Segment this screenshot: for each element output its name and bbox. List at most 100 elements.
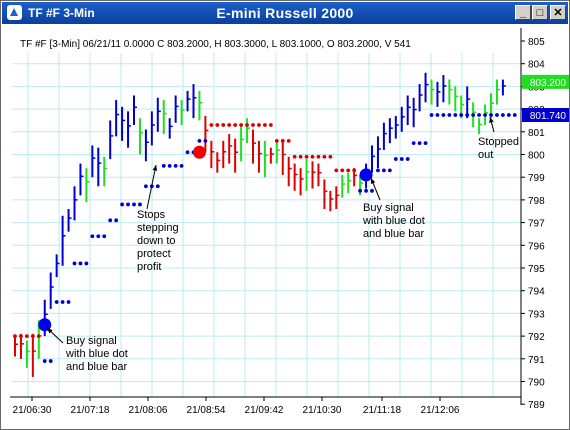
stop-dot <box>197 138 202 143</box>
stop-dot <box>215 123 220 127</box>
stop-dot <box>346 168 351 173</box>
stop-dot <box>435 113 440 117</box>
stop-dot <box>465 113 470 117</box>
y-tick-label: 793 <box>528 309 545 320</box>
trailing-stop-dots <box>13 113 517 363</box>
stop-dot <box>304 154 309 159</box>
y-tick-label: 795 <box>528 264 545 275</box>
stop-dot <box>155 184 160 189</box>
y-tick-label: 794 <box>528 287 545 298</box>
stop-dot <box>257 123 261 127</box>
stop-dot <box>72 261 77 266</box>
stop-dot <box>364 188 368 193</box>
stop-price-tag-bg <box>522 108 569 123</box>
stop-dot <box>429 113 434 117</box>
close-button[interactable]: ✕ <box>550 5 566 20</box>
arrow-buy-1 <box>46 327 64 344</box>
ohlc-bars <box>14 72 506 377</box>
stop-dot <box>42 359 47 363</box>
maximize-button[interactable]: □ <box>532 5 548 20</box>
x-tick-label: 21/10:30 <box>303 405 342 416</box>
y-tick-label: 796 <box>528 241 545 252</box>
y-tick-label: 805 <box>528 37 545 48</box>
stop-dot <box>108 218 113 223</box>
y-tick-label: 800 <box>528 151 545 162</box>
stop-price-tag-text: 801.740 <box>530 111 567 122</box>
stop-dot <box>310 154 315 159</box>
stop-dot <box>84 261 89 266</box>
stop-dot <box>441 113 446 117</box>
last-price-tag-bg <box>522 74 569 89</box>
ohlc-info-line: TF #F [3-Min] 06/21/11 0.0000 C 803.2000… <box>20 39 411 50</box>
stop-dot <box>417 141 422 146</box>
stop-dot <box>114 218 119 223</box>
stop-dot <box>376 168 380 173</box>
stop-dot <box>251 123 255 127</box>
stop-dot <box>370 188 374 193</box>
arrow-shaft <box>146 164 157 210</box>
x-tick-label: 21/12:06 <box>421 405 460 416</box>
stop-dot <box>423 141 428 146</box>
stop-dot <box>477 113 481 117</box>
stop-dot <box>382 168 386 173</box>
signal-dot <box>359 168 373 182</box>
stop-dot <box>501 113 505 117</box>
y-tick-label: 799 <box>528 173 545 184</box>
arrow-head <box>489 117 494 123</box>
stop-dot <box>298 154 303 159</box>
stop-dot <box>48 359 53 363</box>
stop-dot <box>358 188 362 193</box>
y-tick-label: 804 <box>528 60 545 71</box>
stop-dot <box>144 184 148 189</box>
stop-dot <box>203 138 208 143</box>
arrow-head <box>47 328 53 334</box>
arrow-buy-2 <box>370 177 381 201</box>
plot-area <box>12 53 521 397</box>
stop-dot <box>292 154 297 159</box>
window-title: E-mini Russell 2000 <box>216 5 354 21</box>
y-tick-label: 798 <box>528 196 545 207</box>
signal-dot <box>192 145 206 159</box>
stop-dot <box>173 163 178 168</box>
y-tick-label: 792 <box>528 332 545 343</box>
stop-dot <box>54 300 59 304</box>
arrow-stops <box>146 164 158 210</box>
y-tick-label: 789 <box>528 400 545 411</box>
stop-dot <box>126 202 130 207</box>
last-price-tag-text: 803.200 <box>530 78 567 89</box>
stop-dot <box>78 261 83 266</box>
stop-dot <box>399 157 404 161</box>
x-tick-label: 21/07:18 <box>71 405 110 416</box>
stop-dot <box>19 334 23 338</box>
stop-dot <box>90 234 95 239</box>
stop-dot <box>328 154 333 159</box>
stop-dot <box>387 168 392 173</box>
stop-dot <box>227 123 232 127</box>
stop-dot <box>102 234 107 239</box>
stop-dot <box>274 138 279 143</box>
annotation-stopped-out: Stopped out <box>478 136 519 161</box>
stop-dot <box>280 138 285 143</box>
stop-dot <box>185 150 190 155</box>
title-bar[interactable]: TF #F 3-Min E-mini Russell 2000 _ □ ✕ <box>2 2 568 24</box>
stop-dot <box>60 300 65 304</box>
arrow-head <box>152 165 158 171</box>
stop-dot <box>239 123 244 127</box>
stop-dot <box>483 113 487 117</box>
stop-dot <box>66 300 71 304</box>
stop-dot <box>453 113 458 117</box>
stop-dot <box>221 123 226 127</box>
x-tick-label: 21/08:54 <box>187 405 226 416</box>
stop-dot <box>322 154 327 159</box>
stop-dot <box>411 141 416 146</box>
annotation-stops-stepping: Stops stepping down to protect profit <box>137 209 179 273</box>
x-tick-label: 21/08:06 <box>129 405 168 416</box>
y-tick-label: 797 <box>528 219 545 230</box>
y-tick-label: 790 <box>528 378 545 389</box>
stop-dot <box>506 113 511 117</box>
minimize-button[interactable]: _ <box>515 5 531 20</box>
y-tick-label: 801 <box>528 128 545 139</box>
stop-dot <box>233 123 238 127</box>
app-icon <box>7 5 22 20</box>
